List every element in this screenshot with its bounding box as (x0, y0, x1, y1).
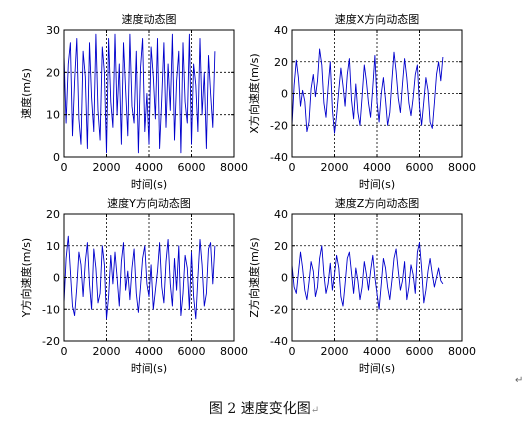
x-tick-label-2: 4000 (363, 345, 391, 358)
x-tick-label-4: 8000 (448, 161, 476, 174)
y-tick-label-2: 20 (46, 66, 60, 79)
chart-panel-2: 0 2000 4000 6000 8000 -40 -20 0 20 40 速度X方向动态图时间(s… (247, 12, 476, 191)
x-tick-label-2: 4000 (135, 161, 163, 174)
x-tick-label-2: 4000 (363, 161, 391, 174)
y-tick-label-4: 20 (46, 208, 60, 221)
series-line (63, 235, 216, 320)
y-tick-label-0: -20 (42, 335, 60, 348)
x-tick-label-4: 8000 (220, 345, 248, 358)
x-tick-label-1: 2000 (93, 345, 121, 358)
x-tick-label-0: 0 (61, 345, 68, 358)
caption-paragraph-mark: ↵ (310, 405, 320, 416)
y-tick-label-1: -20 (270, 119, 288, 132)
x-tick-label-4: 8000 (220, 161, 248, 174)
x-axis-label: 时间(s) (359, 362, 395, 375)
figure-caption: 图 2 速度变化图↵ (0, 398, 528, 418)
y-tick-label-0: -40 (270, 151, 288, 164)
y-axis-label: 速度(m/s) (19, 68, 33, 119)
chart-title: 速度动态图 (122, 12, 177, 26)
x-tick-label-3: 6000 (406, 161, 434, 174)
y-tick-label-1: -20 (270, 303, 288, 316)
series-line (291, 48, 444, 134)
x-tick-label-3: 6000 (178, 161, 206, 174)
series-line (291, 242, 444, 310)
x-tick-label-1: 2000 (321, 345, 349, 358)
x-axis-label: 时间(s) (359, 178, 395, 191)
y-tick-label-3: 10 (46, 240, 60, 253)
paragraph-mark: ↵ (515, 375, 524, 386)
x-tick-label-2: 4000 (135, 345, 163, 358)
y-tick-label-2: 0 (281, 88, 288, 101)
y-tick-label-3: 20 (274, 240, 288, 253)
y-tick-label-3: 30 (46, 24, 60, 37)
y-tick-label-4: 40 (274, 24, 288, 37)
y-tick-label-4: 40 (274, 208, 288, 221)
x-axis-label: 时间(s) (131, 362, 167, 375)
y-tick-label-2: 0 (53, 272, 60, 285)
y-tick-label-0: 0 (53, 151, 60, 164)
x-tick-label-0: 0 (289, 161, 296, 174)
x-axis-label: 时间(s) (131, 178, 167, 191)
series-line (63, 33, 216, 154)
chart-title: 速度Z方向动态图 (335, 196, 420, 210)
figure: 0 2000 4000 6000 80000102030速度动态图时间(s)速度(m/s… (19, 12, 476, 375)
y-axis-label: Z方向速度(m/s) (247, 237, 261, 317)
y-tick-label-0: -40 (270, 335, 288, 348)
x-tick-label-0: 0 (61, 161, 68, 174)
y-axis-label: Y方向速度(m/s) (19, 238, 33, 318)
x-tick-label-1: 2000 (93, 161, 121, 174)
x-tick-label-3: 6000 (178, 345, 206, 358)
x-tick-label-0: 0 (289, 345, 296, 358)
x-tick-label-1: 2000 (321, 161, 349, 174)
x-tick-label-3: 6000 (406, 345, 434, 358)
y-tick-label-3: 20 (274, 56, 288, 69)
chart-panel-3: 0 2000 4000 6000 8000 -20 -10 0 10 20 速度Y方向动态图时间(s… (19, 196, 248, 375)
chart-title: 速度Y方向动态图 (107, 196, 191, 210)
y-tick-label-1: 10 (46, 109, 60, 122)
y-axis-label: X方向速度(m/s) (247, 53, 261, 133)
chart-panel-4: 0 2000 4000 6000 8000 -40 -20 0 20 40 速度Z方向动态图时间(s… (247, 196, 476, 375)
chart-title: 速度X方向动态图 (335, 12, 420, 26)
y-tick-label-2: 0 (281, 272, 288, 285)
y-tick-label-1: -10 (42, 303, 60, 316)
x-tick-label-4: 8000 (448, 345, 476, 358)
figure-caption-text: 图 2 速度变化图 (208, 401, 311, 417)
